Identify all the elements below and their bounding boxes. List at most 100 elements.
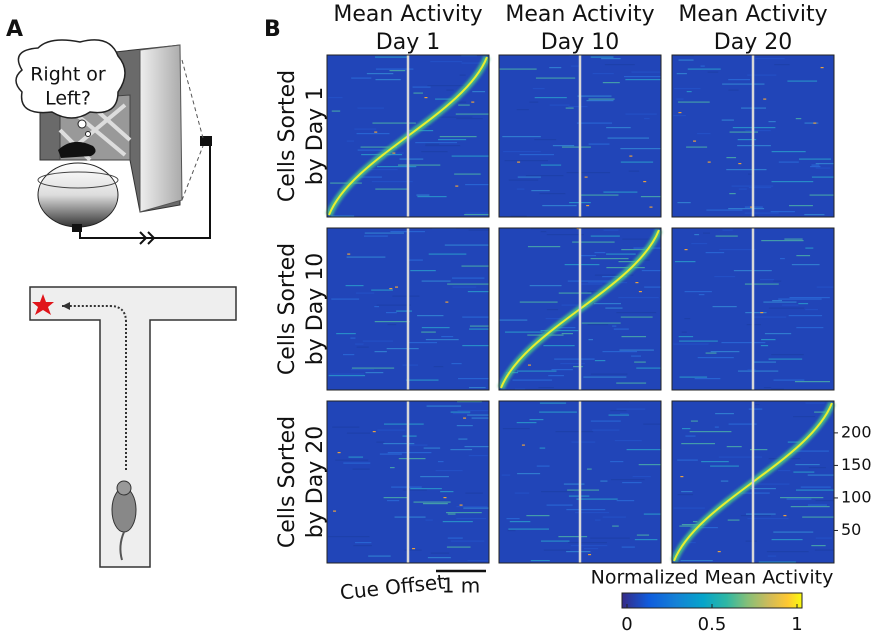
heatmap-texture — [795, 464, 820, 466]
heatmap-texture — [641, 270, 661, 272]
heatmap-texture — [468, 229, 489, 231]
heatmap-texture — [463, 507, 489, 509]
heatmap-texture — [621, 546, 635, 548]
heatmap-texture — [601, 58, 621, 60]
heatmap-texture — [539, 447, 546, 449]
heatmap-texture — [679, 376, 708, 378]
column-title: Day 20 — [714, 30, 792, 55]
heatmap-texture — [586, 205, 590, 207]
heatmap-texture — [681, 331, 687, 333]
heatmap-texture — [610, 479, 645, 481]
heatmap-texture — [643, 513, 661, 515]
heatmap-texture — [758, 483, 790, 485]
heatmap-texture — [761, 240, 804, 242]
heatmap-texture — [558, 536, 588, 538]
heatmap-texture — [592, 429, 620, 431]
heatmap-texture — [389, 288, 393, 290]
heatmap-texture — [638, 464, 661, 466]
heatmap-texture — [456, 506, 488, 508]
heatmap-texture — [529, 419, 544, 421]
heatmap-texture — [715, 413, 734, 415]
heatmap-texture — [583, 548, 599, 550]
heatmap-texture — [798, 158, 832, 160]
heatmap-texture — [371, 289, 393, 291]
heatmap-texture — [387, 452, 432, 454]
heatmap-texture — [805, 247, 814, 249]
heatmap-texture — [517, 473, 541, 475]
heatmap-texture — [579, 194, 619, 196]
heatmap-texture — [610, 461, 624, 463]
heatmap-texture — [588, 143, 610, 145]
heatmap-texture — [452, 413, 470, 415]
heatmap-texture — [588, 339, 593, 341]
heatmap-texture — [447, 283, 489, 285]
heatmap-texture — [764, 333, 792, 335]
heatmap-texture — [805, 309, 819, 311]
heatmap-frame — [671, 227, 835, 391]
heatmap-texture — [535, 77, 576, 79]
heatmap-texture — [450, 411, 471, 413]
heatmap-texture — [600, 480, 608, 482]
heatmap-texture — [455, 185, 459, 187]
heatmap-texture — [720, 480, 729, 482]
heatmap-texture — [371, 181, 413, 183]
heatmap-frame — [498, 400, 662, 564]
heatmap-texture — [693, 140, 697, 142]
heatmap-texture — [721, 342, 766, 344]
heatmap-texture — [542, 205, 577, 207]
heatmap-texture — [331, 215, 355, 217]
vr-setup — [15, 39, 212, 245]
heatmap-texture — [587, 324, 609, 326]
heatmap-texture — [329, 373, 364, 375]
heatmap-texture — [807, 474, 834, 476]
heatmap-texture — [377, 429, 406, 431]
heatmap-texture — [462, 345, 489, 347]
heatmap-texture — [747, 369, 756, 371]
heatmap-texture — [343, 462, 371, 464]
heatmap-texture — [567, 489, 600, 491]
heatmap-texture — [744, 283, 779, 285]
heatmap-texture — [471, 417, 489, 419]
heatmap-texture — [452, 286, 477, 288]
heatmap-texture — [450, 540, 485, 542]
heatmap-texture — [820, 67, 824, 69]
heatmap-texture — [410, 270, 436, 272]
heatmap-frame — [326, 227, 490, 391]
heatmap-texture — [368, 555, 391, 557]
heatmap-texture — [508, 528, 549, 530]
heatmap-texture — [526, 515, 550, 517]
heatmap-texture — [446, 546, 471, 548]
heatmap-texture — [445, 301, 449, 303]
heatmap-texture — [391, 486, 422, 488]
heatmap-texture — [521, 444, 525, 446]
heatmap-texture — [748, 408, 763, 410]
heatmap-texture — [499, 319, 528, 321]
heatmap-texture — [519, 301, 558, 303]
heatmap-texture — [606, 253, 636, 255]
heatmap-texture — [629, 401, 661, 403]
heatmap-texture — [502, 428, 530, 430]
heatmap-texture — [584, 176, 588, 178]
heatmap-texture — [467, 291, 489, 293]
heatmap-texture — [576, 228, 580, 230]
heatmap-frame — [498, 227, 662, 391]
heatmap-texture — [624, 76, 661, 78]
heatmap-texture — [807, 504, 827, 506]
heatmap-texture — [450, 449, 473, 451]
heatmap-texture — [516, 370, 557, 372]
heatmap-texture — [372, 122, 416, 124]
row-label: by Day 10 — [303, 253, 328, 365]
heatmap-texture — [626, 449, 661, 451]
heatmap-texture — [457, 378, 489, 380]
heatmap-texture — [527, 364, 531, 366]
heatmap-texture — [465, 212, 489, 214]
heatmap-texture — [710, 351, 740, 353]
heatmap-texture — [620, 316, 653, 318]
heatmap-texture — [566, 509, 606, 511]
heatmap-texture — [396, 310, 412, 312]
heatmap-texture — [707, 161, 711, 163]
heatmap-texture — [618, 297, 659, 299]
heatmap-texture — [471, 101, 475, 103]
heatmap-texture — [331, 110, 341, 112]
heatmap-texture — [376, 166, 417, 168]
